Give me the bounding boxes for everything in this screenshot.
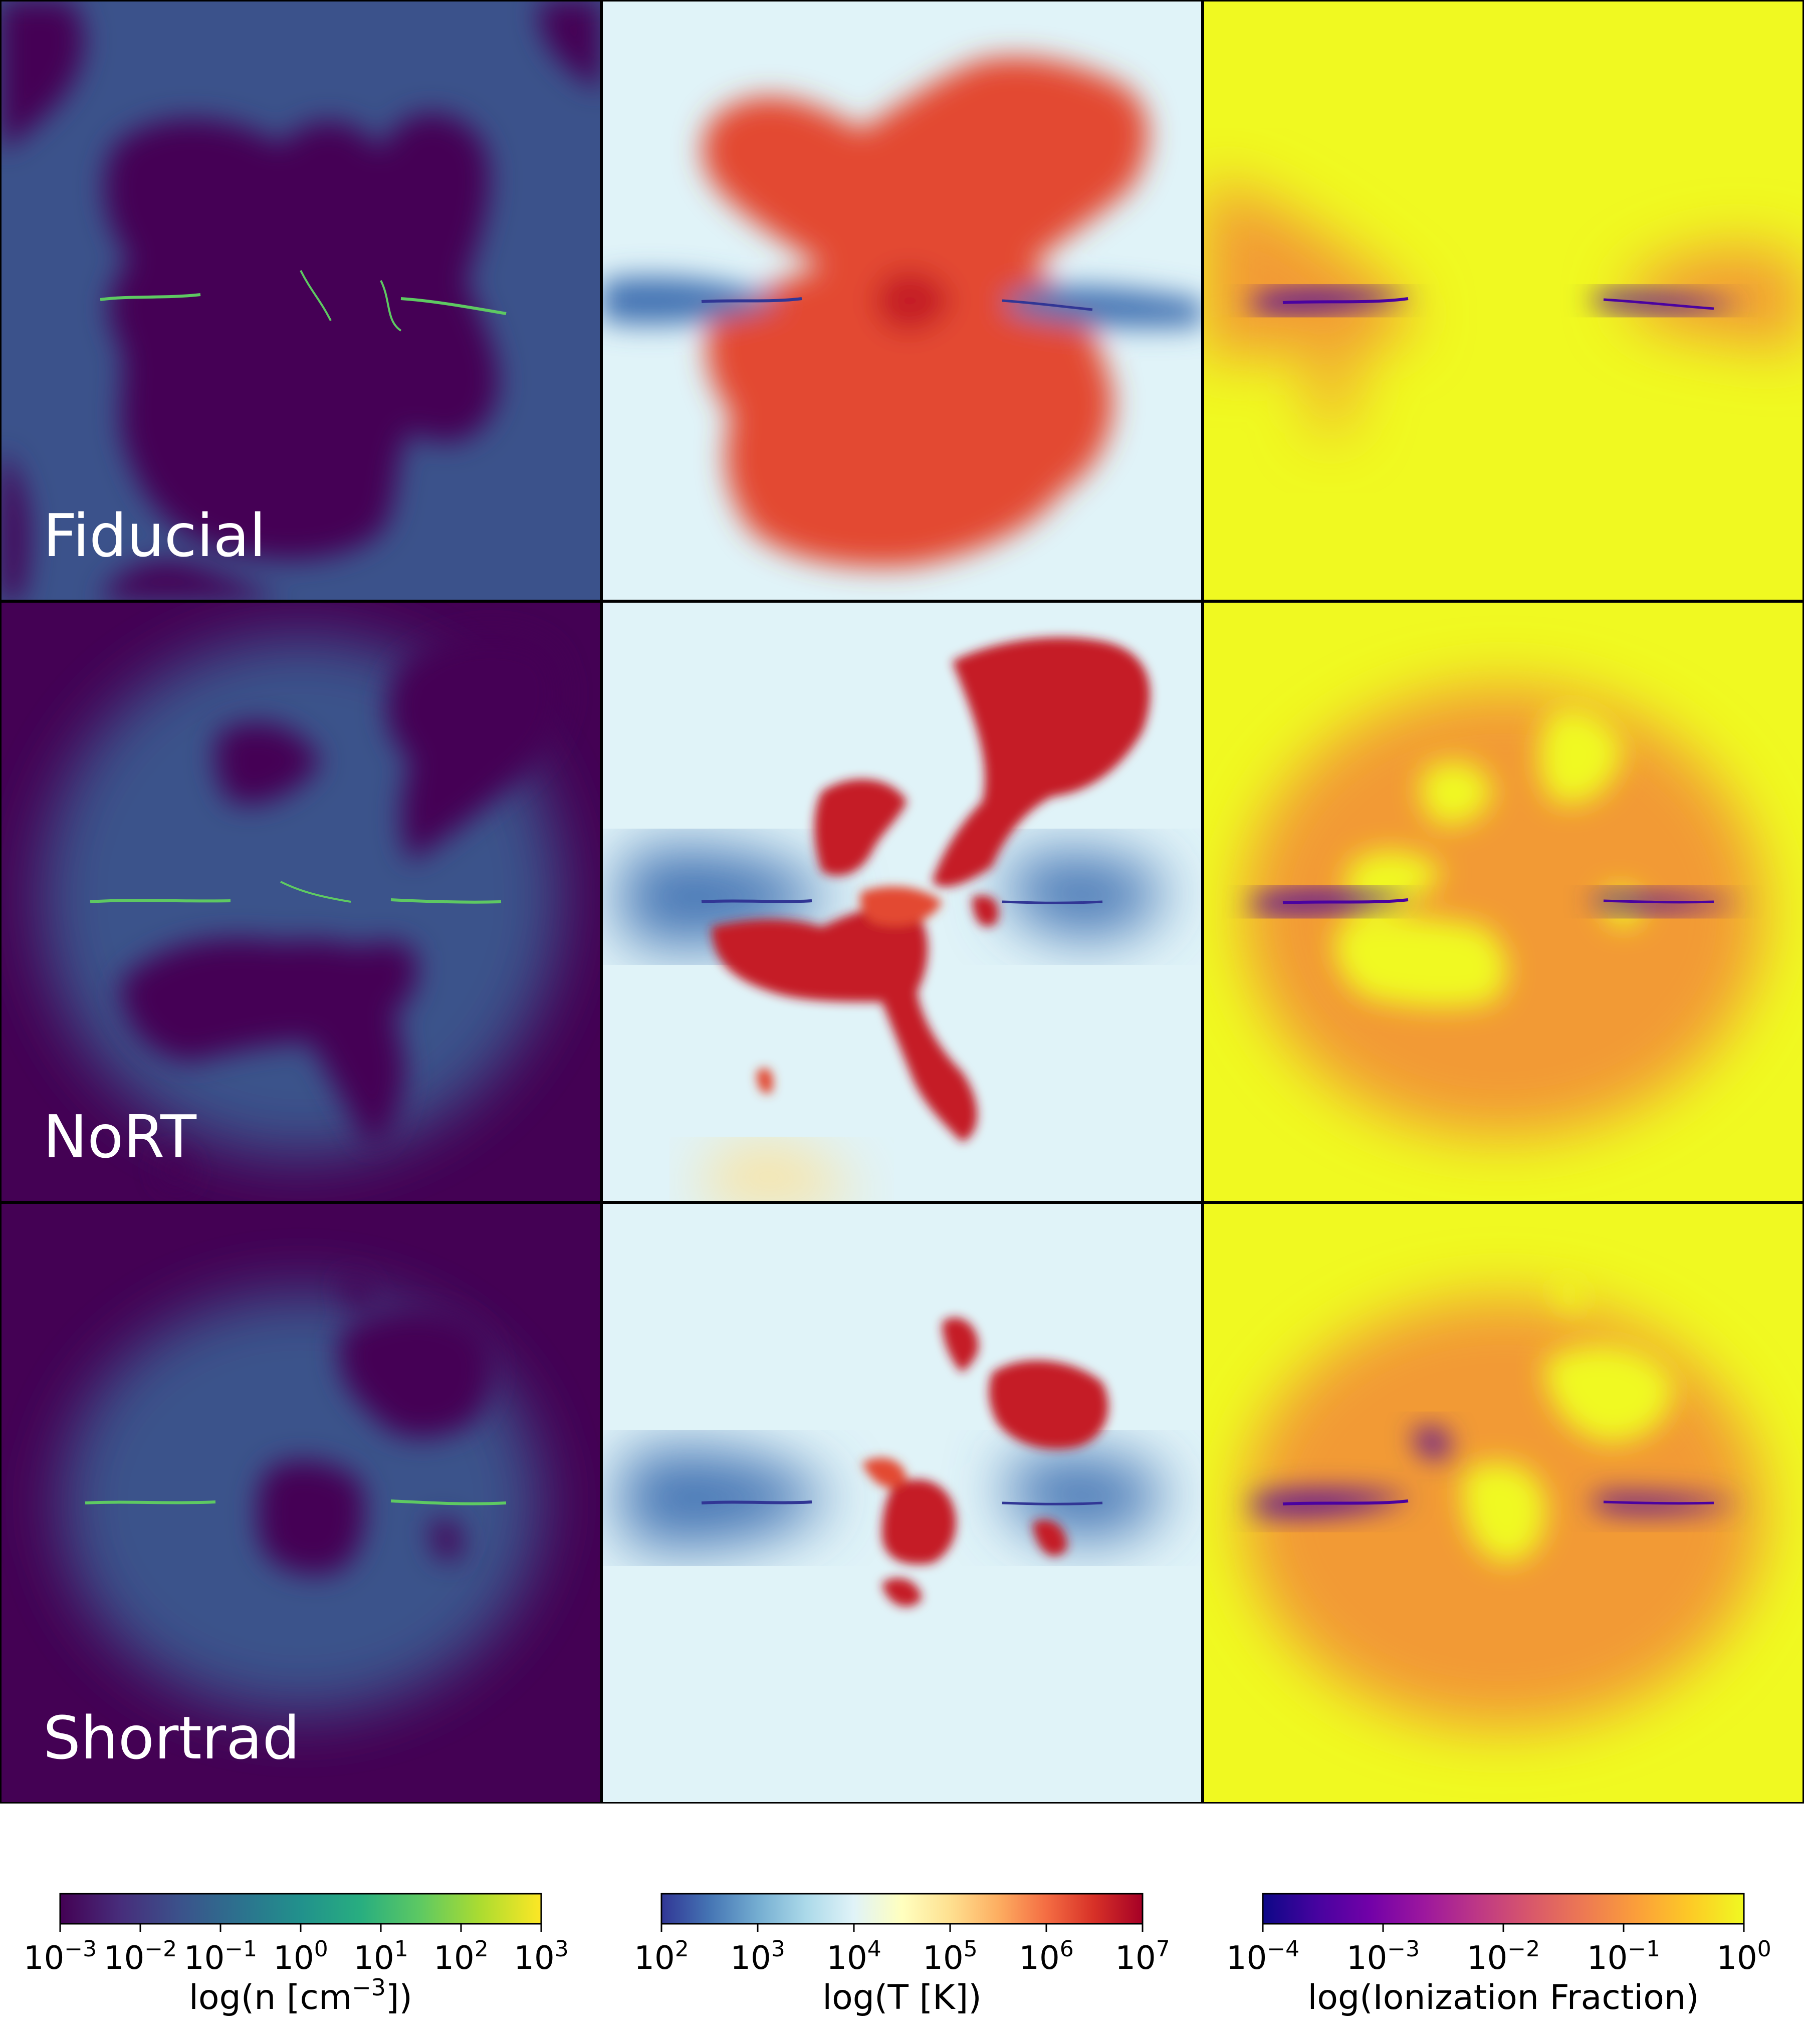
colorbar-ionization-bar bbox=[1262, 1893, 1745, 1925]
panel-shortrad-ionization bbox=[1203, 1202, 1804, 1804]
colorbar-tick-label: 10−3 bbox=[1346, 1936, 1420, 1977]
colorbar-tick-label: 102 bbox=[634, 1936, 689, 1977]
panel-nort-ionization bbox=[1203, 601, 1804, 1202]
colorbar-tick-label: 103 bbox=[514, 1936, 568, 1977]
colorbar-temperature-ticks: 102 103 104 105 106 107 bbox=[634, 1924, 1170, 1977]
colorbar-tick-label: 10−2 bbox=[1467, 1936, 1540, 1977]
panel-shortrad-temperature bbox=[601, 1202, 1203, 1804]
colorbar-density-ticks: 10−3 10−2 10−1 100 101 102 103 bbox=[24, 1924, 569, 1977]
colorbar-density: 10−3 10−2 10−1 100 101 102 103 log(n [cm−3]) bbox=[24, 1893, 569, 2017]
colorbar-tick-label: 106 bbox=[1019, 1936, 1073, 1977]
colorbar-ionization-label: log(Ionization Fraction) bbox=[1307, 1978, 1699, 2017]
colorbar-tick-label: 101 bbox=[353, 1936, 408, 1977]
row-label-fiducial: Fiducial bbox=[43, 501, 266, 570]
panel-nort-density bbox=[0, 601, 601, 1202]
colorbar-density-label: log(n [cm−3]) bbox=[189, 1974, 412, 2017]
panel-shortrad-density bbox=[0, 1202, 601, 1804]
colorbar-tick-label: 10−3 bbox=[24, 1936, 97, 1977]
colorbar-temperature: 102 103 104 105 106 107 log(T [K]) bbox=[634, 1893, 1170, 2017]
colorbar-ionization: 10−4 10−3 10−2 10−1 100 log(Ionization Fract… bbox=[1226, 1893, 1771, 2017]
colorbar-tick-label: 105 bbox=[923, 1936, 977, 1977]
colorbar-temperature-bar bbox=[660, 1893, 1144, 1925]
colorbar-tick-label: 102 bbox=[433, 1936, 488, 1977]
colorbar-tick-label: 10−1 bbox=[1587, 1936, 1660, 1977]
panel-fiducial-ionization bbox=[1203, 0, 1804, 601]
colorbar-tick-label: 107 bbox=[1115, 1936, 1170, 1977]
colorbar-density-bar bbox=[59, 1893, 542, 1925]
colorbar-tick-label: 10−1 bbox=[184, 1936, 257, 1977]
colorbar-ionization-ticks: 10−4 10−3 10−2 10−1 100 bbox=[1226, 1924, 1771, 1977]
panel-borders bbox=[0, 0, 1804, 1804]
colorbar-tick-label: 104 bbox=[826, 1936, 881, 1977]
colorbar-tick-label: 10−4 bbox=[1226, 1936, 1299, 1977]
panel-fiducial-density bbox=[0, 0, 601, 601]
panel-grid: Fiducial NoRT Shortrad bbox=[0, 0, 1804, 1804]
row-label-nort: NoRT bbox=[43, 1102, 197, 1171]
colorbar-tick-label: 10−2 bbox=[104, 1936, 177, 1977]
panel-fiducial-temperature bbox=[601, 0, 1203, 601]
colorbar-tick-label: 100 bbox=[1716, 1936, 1771, 1977]
panel-nort-temperature bbox=[601, 601, 1203, 1202]
colorbar-tick-label: 103 bbox=[730, 1936, 785, 1977]
row-label-shortrad: Shortrad bbox=[43, 1703, 300, 1772]
colorbar-tick-label: 100 bbox=[273, 1936, 328, 1977]
colorbar-temperature-label: log(T [K]) bbox=[822, 1978, 982, 2017]
